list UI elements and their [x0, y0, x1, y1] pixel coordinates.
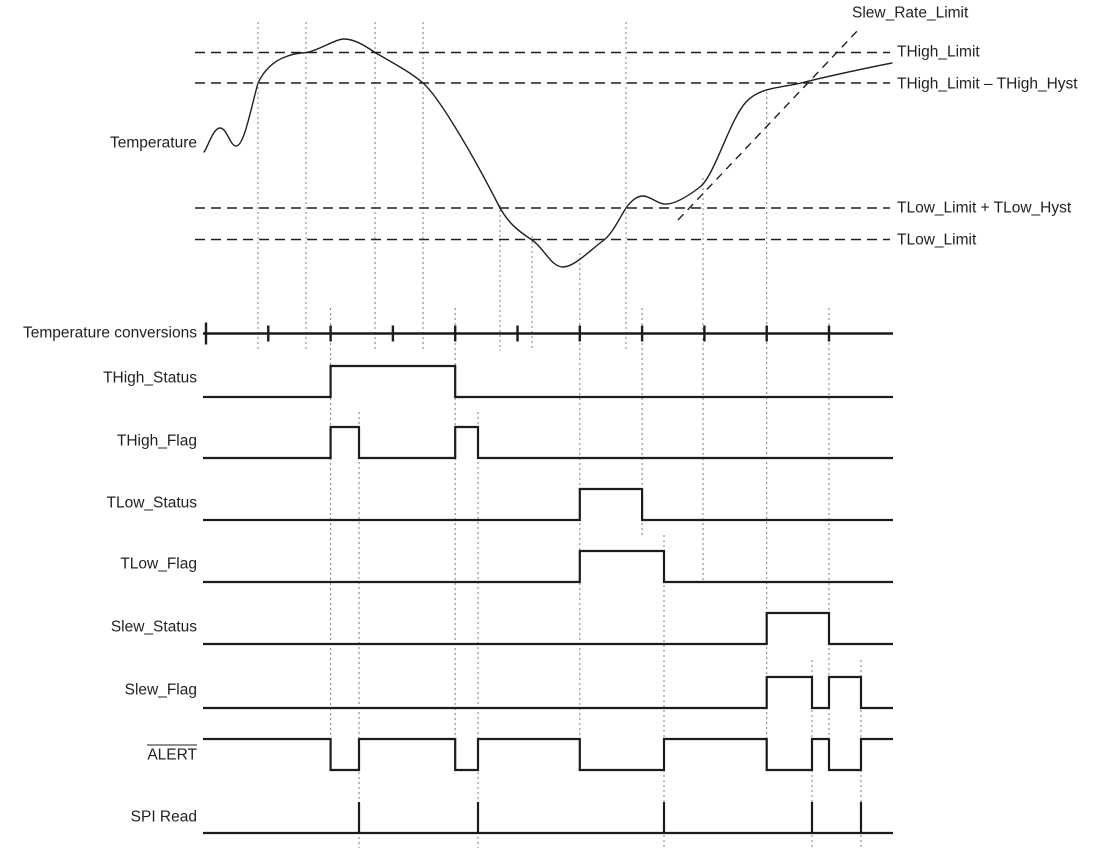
thigh-status-label: THigh_Status	[103, 369, 197, 387]
signal-waveform-THigh_Status	[203, 364, 893, 399]
slew-rate-limit-label: Slew_Rate_Limit	[852, 4, 969, 22]
signal-waveform-THigh_Flag	[203, 425, 893, 460]
signal-waveform-Slew_Flag	[203, 675, 893, 710]
tlow-limit-label: TLow_Limit	[897, 231, 977, 249]
slew-rate-limit-line	[677, 27, 861, 221]
slew-status-label: Slew_Status	[110, 618, 197, 636]
thigh-limit-label: THigh_Limit	[897, 43, 980, 61]
tlow-flag-label: TLow_Flag	[120, 555, 197, 573]
tlow-status-label: TLow_Status	[106, 494, 197, 512]
tlow-limit-hyst-label: TLow_Limit + TLow_Hyst	[897, 199, 1072, 217]
alert-label: ALERT	[0, 744, 197, 764]
temperature-label: Temperature	[109, 134, 197, 152]
alert-label-text: ALERT	[147, 744, 197, 764]
signal-waveform-TLow_Flag	[203, 549, 893, 584]
thigh-flag-label: THigh_Flag	[116, 432, 197, 450]
spi-read-label: SPI Read	[130, 808, 197, 826]
conversions-axis-label: Temperature conversions	[22, 324, 197, 342]
thigh-limit-hyst-label: THigh_Limit – THigh_Hyst	[897, 75, 1078, 93]
signal-waveform-Slew_Status	[203, 611, 893, 646]
slew-flag-label: Slew_Flag	[124, 681, 197, 699]
signal-waveform-TLow_Status	[203, 487, 893, 522]
temperature-curve	[203, 38, 893, 268]
signal-waveform-ALERT	[203, 737, 893, 772]
